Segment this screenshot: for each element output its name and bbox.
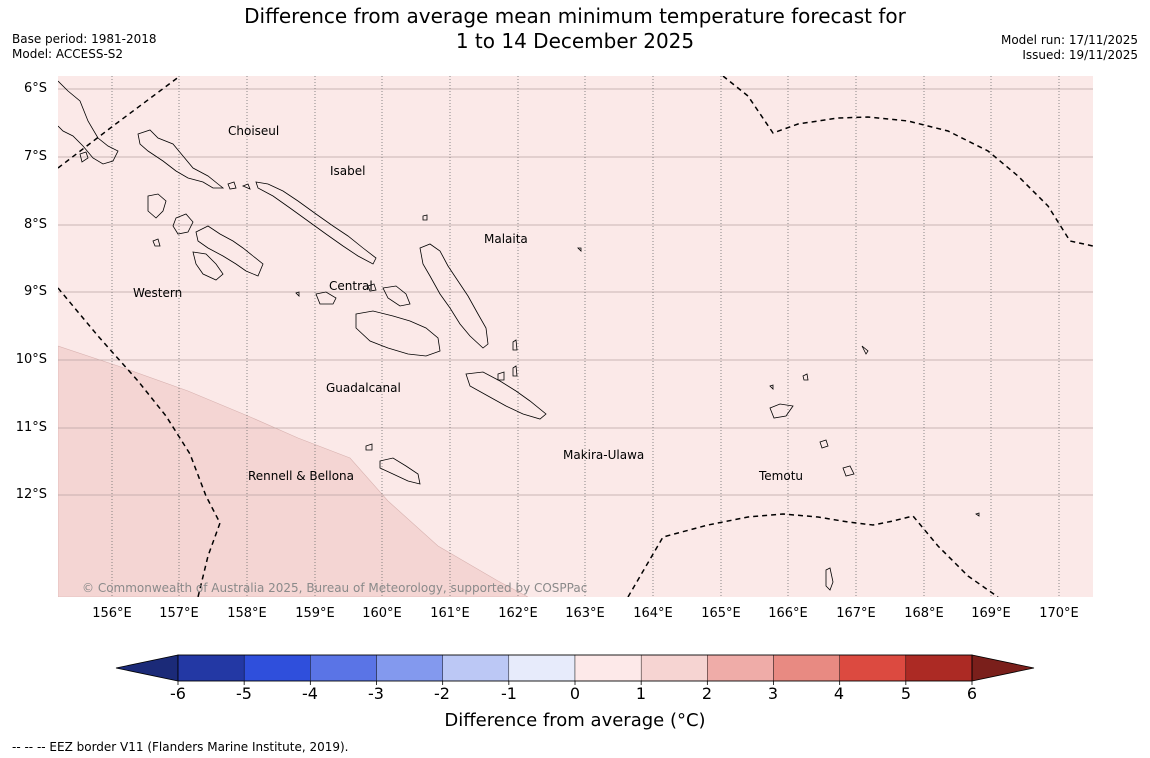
colorbar-cell: [442, 654, 510, 682]
label-temotu: Temotu: [758, 469, 803, 483]
copyright-notice: © Commonwealth of Australia 2025, Bureau…: [82, 581, 588, 595]
label-western: Western: [133, 286, 182, 300]
lat-label-8s: 8°S: [23, 217, 47, 232]
lon-label-162e: 162°E: [498, 606, 538, 621]
label-isabel: Isabel: [330, 164, 365, 178]
label-malaita: Malaita: [484, 232, 528, 246]
colorbar-tickmarks: [177, 681, 973, 685]
colorbar-cells: [177, 654, 973, 682]
cb-tick-neg1: -1: [501, 684, 517, 703]
colorbar-cell: [376, 654, 443, 682]
label-choiseul: Choiseul: [228, 124, 279, 138]
lon-label-165e: 165°E: [701, 606, 741, 621]
islands: [58, 80, 980, 591]
lon-label-168e: 168°E: [904, 606, 944, 621]
colorbar-high-extend: [971, 654, 1035, 682]
eez-border: [58, 76, 1093, 597]
lon-label-158e: 158°E: [227, 606, 267, 621]
cb-tick-neg5: -5: [236, 684, 252, 703]
lon-label-170e: 170°E: [1039, 606, 1079, 621]
cb-tick-neg2: -2: [434, 684, 450, 703]
issued-date: Issued: 19/11/2025: [1022, 48, 1138, 62]
title-line-2: 1 to 14 December 2025: [455, 29, 695, 53]
lat-label-10s: 10°S: [15, 352, 47, 367]
cb-tick-neg4: -4: [302, 684, 318, 703]
lon-label-166e: 166°E: [768, 606, 808, 621]
colorbar-cell: [574, 654, 642, 682]
anomaly-region-1-2: [58, 345, 529, 597]
lon-label-167e: 167°E: [836, 606, 876, 621]
colorbar-cell: [640, 654, 708, 682]
label-guadalcanal: Guadalcanal: [326, 381, 401, 395]
colorbar-cell: [707, 654, 774, 682]
colorbar-cell: [310, 654, 377, 682]
cb-tick-0: 0: [569, 684, 581, 703]
colorbar-label: Difference from average (°C): [444, 710, 706, 731]
lon-label-160e: 160°E: [362, 606, 402, 621]
lat-label-11s: 11°S: [15, 420, 47, 435]
label-rennell-bellona: Rennell & Bellona: [248, 469, 354, 483]
lon-label-169e: 169°E: [971, 606, 1011, 621]
base-period: Base period: 1981-2018: [12, 32, 157, 46]
lon-label-164e: 164°E: [633, 606, 673, 621]
lon-label-159e: 159°E: [295, 606, 335, 621]
colorbar-cell: [773, 654, 840, 682]
lon-label-163e: 163°E: [565, 606, 605, 621]
cb-tick-2: 2: [701, 684, 713, 703]
lat-label-6s: 6°S: [23, 81, 47, 96]
model-run: Model run: 17/11/2025: [1000, 33, 1138, 47]
lon-label-156e: 156°E: [92, 606, 132, 621]
lon-label-157e: 157°E: [159, 606, 199, 621]
colorbar-cell: [508, 654, 576, 682]
run-info: Model run: 17/11/2025 Issued: 19/11/2025: [1001, 33, 1138, 63]
lat-label-7s: 7°S: [23, 149, 47, 164]
lat-label-12s: 12°S: [15, 487, 47, 502]
map-title: Difference from average mean minimum tem…: [0, 4, 1150, 54]
cb-tick-neg6: -6: [170, 684, 186, 703]
lon-label-161e: 161°E: [430, 606, 470, 621]
cb-tick-3: 3: [767, 684, 779, 703]
label-central: Central: [329, 279, 373, 293]
colorbar-cell: [839, 654, 907, 682]
colorbar: [115, 654, 1035, 685]
cb-tick-6: 6: [966, 684, 978, 703]
forecast-map: Choiseul Isabel Malaita Western Central …: [58, 76, 1093, 597]
cb-tick-4: 4: [833, 684, 845, 703]
cb-tick-5: 5: [900, 684, 912, 703]
colorbar-cell: [905, 654, 973, 682]
lat-label-9s: 9°S: [23, 284, 47, 299]
eez-legend: -- -- -- EEZ border V11 (Flanders Marine…: [12, 740, 349, 754]
model-name: Model: ACCESS-S2: [12, 47, 124, 61]
latitude-gridlines: [58, 88, 1093, 496]
colorbar-cell: [243, 654, 311, 682]
base-info: Base period: 1981-2018 Model: ACCESS-S2: [12, 32, 157, 62]
cb-tick-neg3: -3: [368, 684, 384, 703]
title-line-1: Difference from average mean minimum tem…: [244, 4, 906, 28]
cb-tick-1: 1: [635, 684, 647, 703]
colorbar-cell: [177, 654, 245, 682]
colorbar-low-extend: [115, 654, 179, 682]
label-makira-ulawa: Makira-Ulawa: [563, 448, 644, 462]
